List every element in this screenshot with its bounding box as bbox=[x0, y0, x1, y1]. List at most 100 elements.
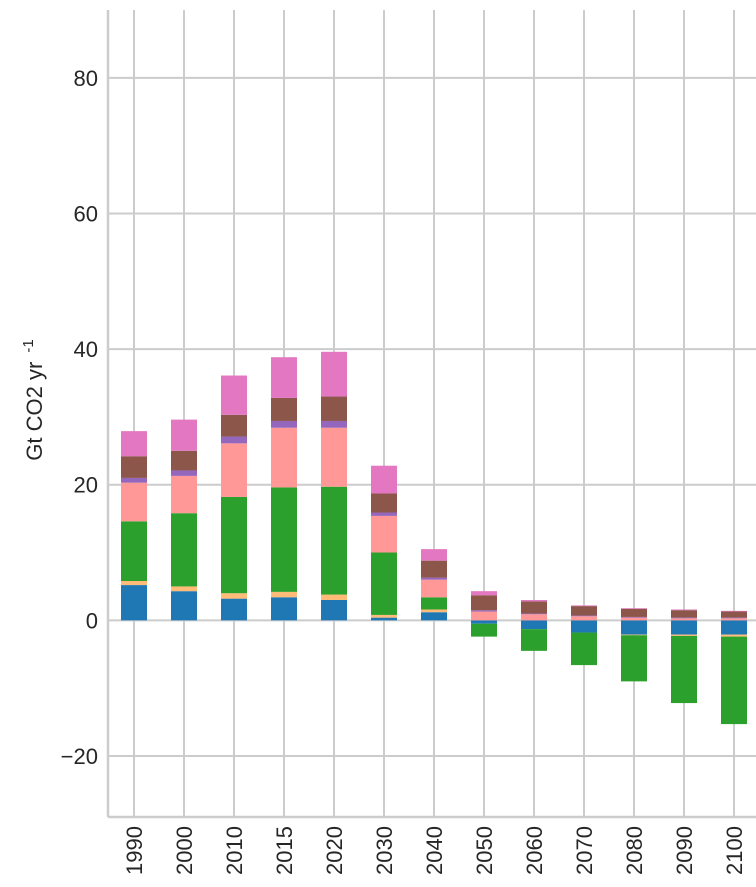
bar-2040-series-1 bbox=[421, 612, 447, 621]
bar-2010-series-6 bbox=[221, 414, 247, 437]
bar-1990-series-1 bbox=[121, 585, 147, 621]
x-tick-label-2040: 2040 bbox=[422, 826, 447, 875]
bar-2010-series-7 bbox=[221, 375, 247, 415]
y-axis-label-text: Gt CO2 yr bbox=[22, 362, 47, 461]
bar-2100-series-3 bbox=[721, 636, 747, 725]
bar-2010-series-5 bbox=[221, 436, 247, 444]
bar-2050-series-7 bbox=[471, 591, 497, 596]
bar-2090-series-2 bbox=[671, 634, 697, 636]
bar-2030-series-5 bbox=[371, 512, 397, 516]
bar-2070-series-5 bbox=[571, 615, 597, 617]
bar-2050-series-3 bbox=[471, 623, 497, 637]
bar-2010-series-3 bbox=[221, 496, 247, 594]
bar-2060-series-3 bbox=[521, 629, 547, 651]
bar-2050-series-6 bbox=[471, 595, 497, 611]
bar-2100-series-6 bbox=[721, 611, 747, 618]
bar-2100-series-2 bbox=[721, 634, 747, 637]
bar-2015-series-1 bbox=[271, 597, 297, 621]
bar-1990-series-6 bbox=[121, 456, 147, 478]
x-tick-label-2050: 2050 bbox=[472, 826, 497, 875]
y-tick-label-2: 20 bbox=[74, 473, 98, 498]
x-tick-label-2090: 2090 bbox=[672, 826, 697, 875]
plot-frame bbox=[106, 10, 756, 819]
bar-2030-series-6 bbox=[371, 493, 397, 513]
bar-2000-series-7 bbox=[171, 419, 197, 451]
bar-2100-series-1 bbox=[721, 620, 747, 635]
bar-2000-series-3 bbox=[171, 513, 197, 587]
bar-2040-series-6 bbox=[421, 560, 447, 578]
x-tick-labels: 1990 2000 2010 2015 2020 2030 2040 2050 2060 2070… bbox=[122, 826, 747, 875]
x-tick-label-2015: 2015 bbox=[272, 826, 297, 875]
bar-2020-series-5 bbox=[321, 420, 347, 428]
bar-2040-series-7 bbox=[421, 549, 447, 561]
bar-2040-series-3 bbox=[421, 597, 447, 610]
bar-1990-series-3 bbox=[121, 521, 147, 582]
bar-2000-series-1 bbox=[171, 591, 197, 621]
bar-2080-series-2 bbox=[621, 634, 647, 636]
bar-2090-series-5 bbox=[671, 617, 697, 619]
bar-2050-series-4 bbox=[471, 611, 497, 621]
bar-2030-series-7 bbox=[371, 465, 397, 494]
y-tick-label-3: 40 bbox=[74, 337, 98, 362]
bar-2070-series-4 bbox=[571, 616, 597, 621]
bar-2000-series-6 bbox=[171, 450, 197, 471]
bar-2000-series-5 bbox=[171, 470, 197, 476]
bar-2030-series-1 bbox=[371, 617, 397, 621]
x-tick-label-2010: 2010 bbox=[222, 826, 247, 875]
bar-2090-series-7 bbox=[671, 609, 697, 611]
bar-2080-series-4 bbox=[621, 617, 647, 621]
bar-2060-series-6 bbox=[521, 601, 547, 614]
bar-2000-series-2 bbox=[171, 586, 197, 592]
bar-2050-series-1 bbox=[471, 620, 497, 624]
bar-2060-series-5 bbox=[521, 613, 547, 615]
y-axis-label: Gt CO2 yr -1 bbox=[20, 339, 47, 460]
bar-2080-series-1 bbox=[621, 620, 647, 635]
y-axis-label-superscript: -1 bbox=[20, 339, 37, 352]
bar-2020-series-7 bbox=[321, 351, 347, 397]
y-tick-labels: −20 0 20 40 60 80 bbox=[61, 66, 98, 769]
y-tick-label-1: 0 bbox=[86, 608, 98, 633]
x-tick-label-2080: 2080 bbox=[622, 826, 647, 875]
bar-2090-series-6 bbox=[671, 610, 697, 618]
bar-2060-series-4 bbox=[521, 614, 547, 621]
bar-2010-series-4 bbox=[221, 443, 247, 497]
bar-2040-series-2 bbox=[421, 609, 447, 613]
y-tick-label-5: 80 bbox=[74, 66, 98, 91]
bar-2050-series-5 bbox=[471, 610, 497, 612]
bar-2020-series-4 bbox=[321, 427, 347, 487]
y-tick-label-4: 60 bbox=[74, 201, 98, 226]
bar-2015-series-3 bbox=[271, 487, 297, 592]
bar-2080-series-6 bbox=[621, 608, 647, 617]
bar-2020-series-2 bbox=[321, 594, 347, 600]
x-tick-label-1990: 1990 bbox=[122, 826, 147, 875]
x-tick-label-2060: 2060 bbox=[522, 826, 547, 875]
y-tick-label-0: −20 bbox=[61, 744, 98, 769]
bar-2090-series-4 bbox=[671, 618, 697, 621]
bar-2015-series-5 bbox=[271, 420, 297, 428]
bar-2020-series-3 bbox=[321, 486, 347, 595]
bar-1990-series-7 bbox=[121, 431, 147, 457]
bar-2020-series-6 bbox=[321, 396, 347, 421]
bar-2000-series-4 bbox=[171, 475, 197, 514]
bar-2030-series-2 bbox=[371, 614, 397, 618]
bar-2060-series-1 bbox=[521, 620, 547, 630]
bars bbox=[121, 351, 747, 725]
bar-2020-series-1 bbox=[321, 599, 347, 621]
x-tick-label-2020: 2020 bbox=[322, 826, 347, 875]
bar-1990-series-5 bbox=[121, 477, 147, 483]
bar-2070-series-1 bbox=[571, 620, 597, 633]
bar-2100-series-7 bbox=[721, 610, 747, 612]
x-tick-label-2100: 2100 bbox=[722, 826, 747, 875]
bar-2100-series-5 bbox=[721, 617, 747, 619]
bar-2080-series-3 bbox=[621, 635, 647, 682]
bar-2010-series-2 bbox=[221, 593, 247, 599]
bar-2080-series-7 bbox=[621, 608, 647, 609]
bar-2015-series-4 bbox=[271, 427, 297, 488]
x-tick-label-2030: 2030 bbox=[372, 826, 397, 875]
bar-1990-series-4 bbox=[121, 482, 147, 522]
bar-2090-series-1 bbox=[671, 620, 697, 635]
bar-2070-series-3 bbox=[571, 632, 597, 666]
bar-2070-series-7 bbox=[571, 605, 597, 607]
grid bbox=[108, 10, 756, 817]
